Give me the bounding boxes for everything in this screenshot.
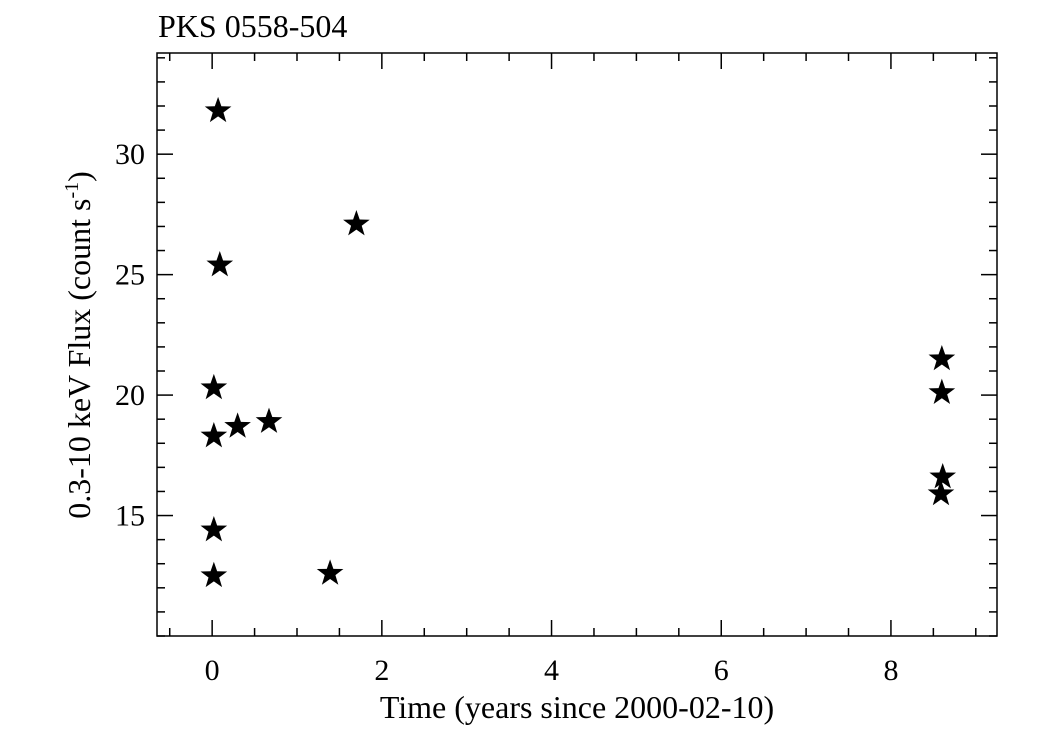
- data-point-star: [929, 463, 957, 489]
- x-tick-label: 4: [544, 654, 559, 687]
- x-tick-label: 0: [205, 654, 220, 687]
- y-axis-label-superscript: -1: [61, 182, 83, 199]
- data-point-star: [343, 210, 370, 236]
- y-tick-label: 25: [115, 259, 145, 292]
- x-axis-label: Time (years since 2000-02-10): [380, 689, 774, 725]
- y-axis-label-suffix: ): [61, 171, 97, 182]
- data-point-star: [200, 561, 228, 588]
- data-point-star: [206, 251, 234, 277]
- data-point-star: [200, 373, 228, 400]
- data-points: [200, 96, 957, 588]
- x-tick-label: 6: [714, 654, 729, 687]
- data-point-star: [928, 378, 956, 405]
- data-point-star: [200, 422, 228, 448]
- data-point-star: [204, 96, 232, 123]
- plot-frame: [156, 52, 998, 637]
- axis-ticks: [157, 53, 997, 637]
- y-tick-label: 15: [115, 500, 145, 533]
- chart-title: PKS 0558-504: [158, 8, 347, 44]
- y-tick-label: 30: [115, 138, 145, 171]
- data-point-star: [255, 407, 283, 433]
- data-point-star: [316, 559, 344, 585]
- y-axis-label-main: 0.3-10 keV Flux (count s: [61, 199, 97, 519]
- x-tick-label: 8: [883, 654, 898, 687]
- y-axis-label: 0.3-10 keV Flux (count s-1): [61, 171, 97, 519]
- x-tick-label: 2: [374, 654, 389, 687]
- data-point-star: [200, 516, 228, 542]
- data-point-star: [927, 479, 955, 506]
- tick-labels: 0 2 4 6 8 15 20 25 30: [115, 138, 898, 687]
- y-tick-label: 20: [115, 379, 145, 412]
- data-point-star: [224, 412, 251, 438]
- data-point-star: [928, 344, 956, 371]
